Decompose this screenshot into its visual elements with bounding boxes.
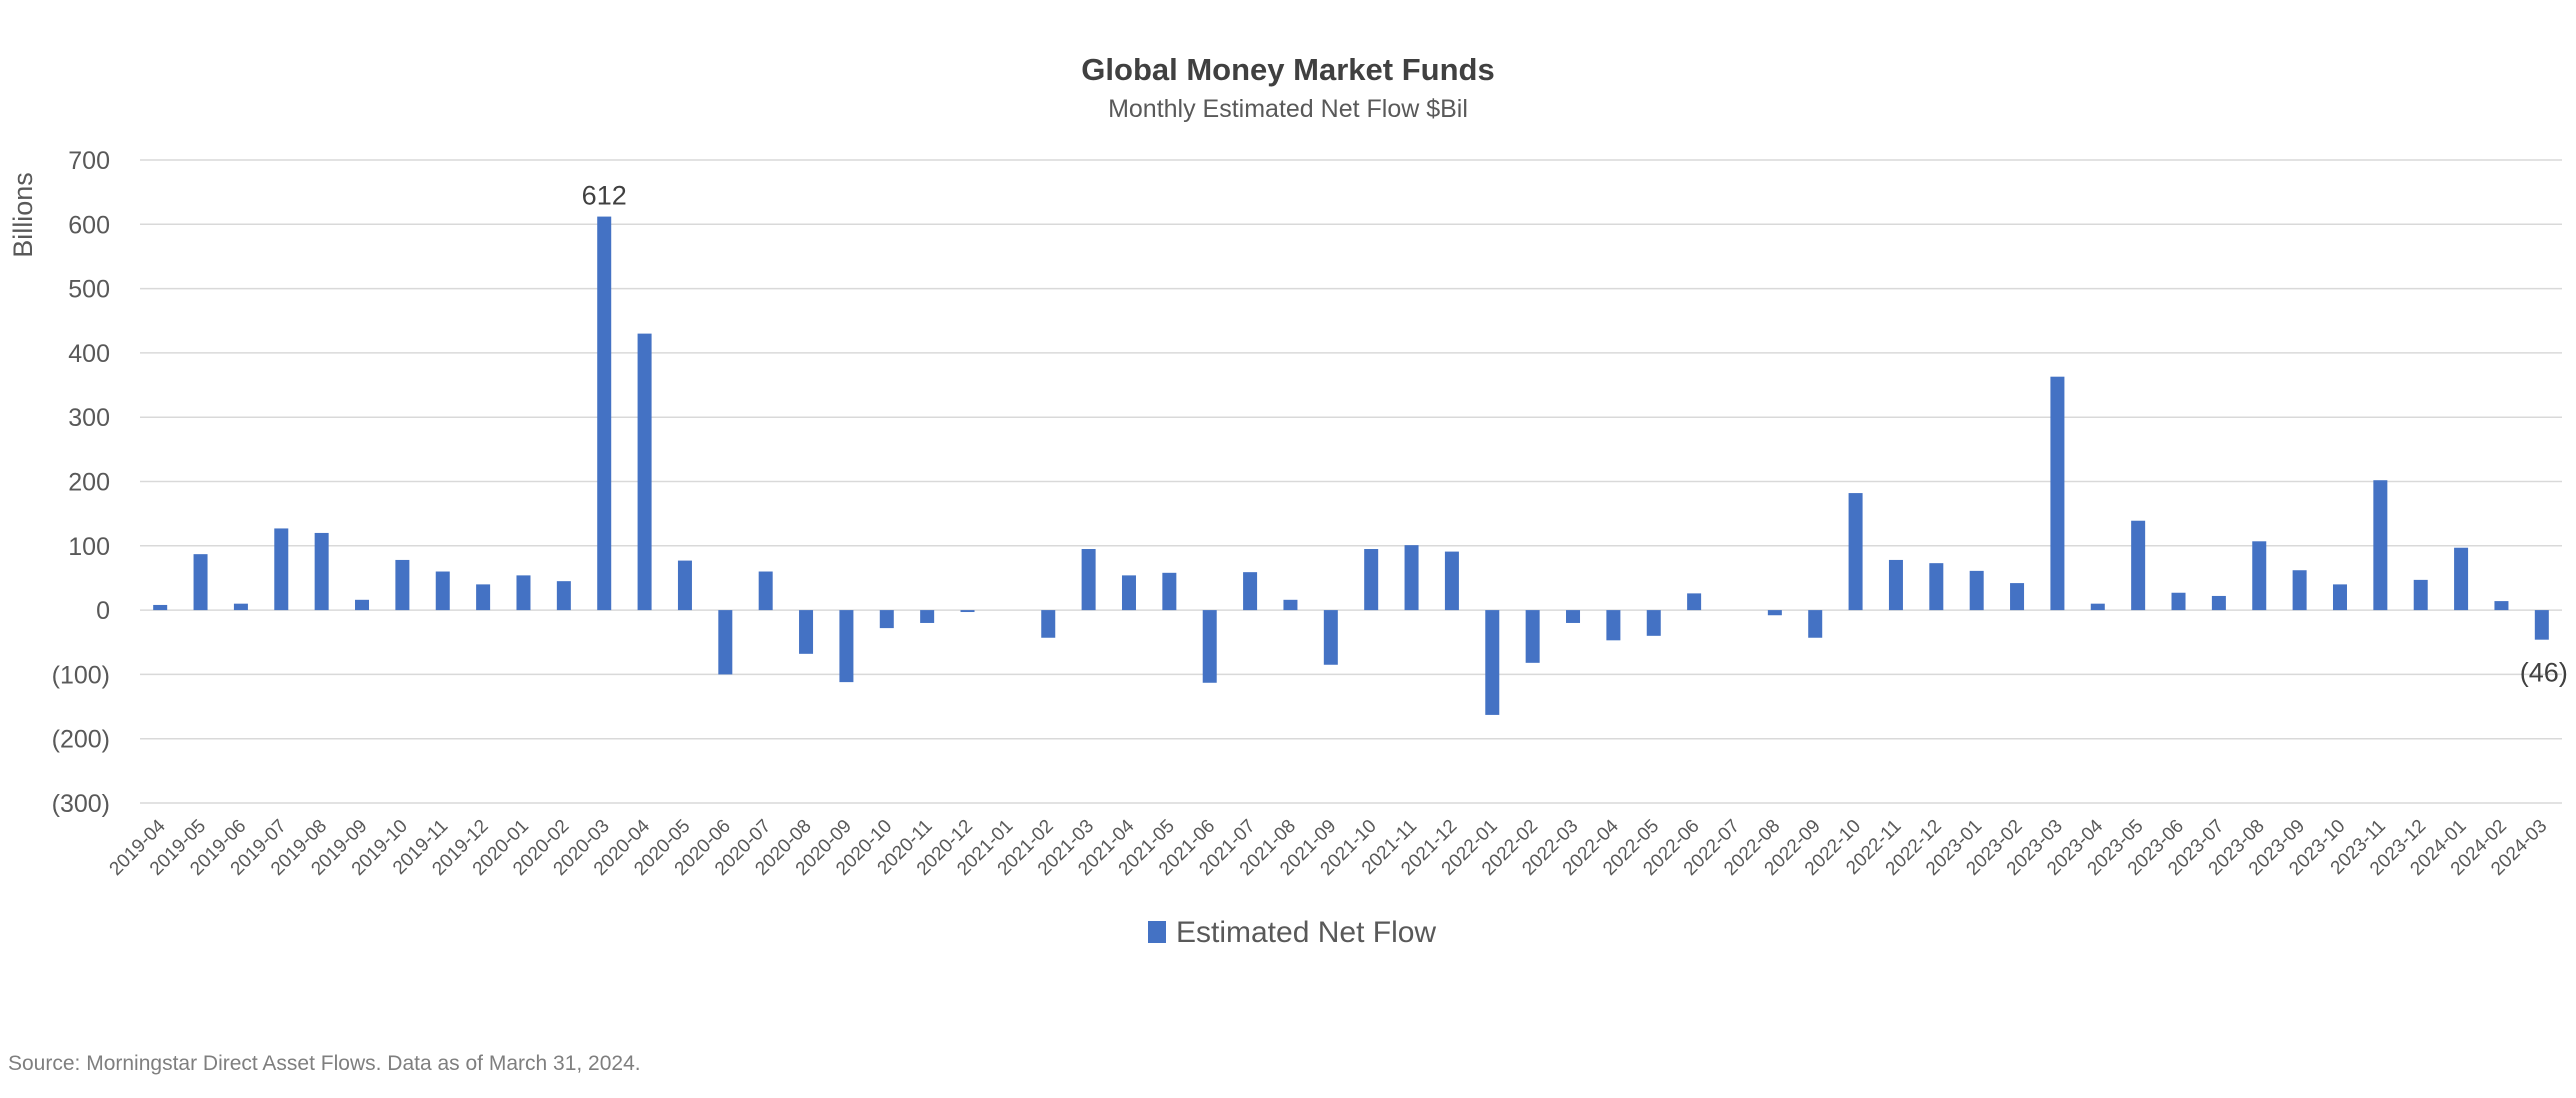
y-tick-label: 100 — [68, 533, 110, 561]
bar — [1243, 572, 1257, 610]
y-tick-label: (300) — [52, 790, 110, 818]
bar — [1526, 610, 1540, 663]
y-tick-label: (200) — [52, 726, 110, 754]
plot-area: 700 600 500 400 300 200 100 0 (100) (200) (300) Bil… — [0, 0, 2576, 1040]
bar — [1364, 549, 1378, 610]
bar — [2010, 583, 2024, 610]
y-tick-label: 300 — [68, 404, 110, 432]
bar — [638, 334, 652, 610]
bar — [355, 600, 369, 610]
bar — [1485, 610, 1499, 715]
bar — [1687, 593, 1701, 610]
y-tick-label: 700 — [68, 147, 110, 175]
y-tick-label: 600 — [68, 211, 110, 239]
bar — [759, 572, 773, 611]
bar — [1647, 610, 1661, 636]
bar — [2333, 584, 2347, 610]
bar — [1849, 493, 1863, 610]
bar — [194, 554, 208, 610]
y-tick-label: (100) — [52, 661, 110, 689]
bar — [557, 581, 571, 610]
bar — [395, 560, 409, 610]
bar — [1808, 610, 1822, 638]
bar — [920, 610, 934, 623]
bar — [1768, 610, 1782, 615]
bar — [1283, 600, 1297, 610]
bar — [1041, 610, 1055, 638]
bar — [1445, 552, 1459, 611]
bar — [2535, 610, 2549, 640]
bar — [597, 217, 611, 611]
bar — [234, 604, 248, 610]
bar — [516, 575, 530, 610]
data-label: 612 — [582, 181, 627, 211]
bar — [476, 584, 490, 610]
bar — [799, 610, 813, 654]
footnote: Source: Morningstar Direct Asset Flows. … — [8, 1052, 641, 1076]
y-tick-label: 400 — [68, 340, 110, 368]
bar — [2454, 548, 2468, 610]
y-axis-label: Billions — [8, 172, 38, 258]
y-tick-label: 0 — [96, 597, 110, 625]
bar — [1970, 571, 1984, 610]
bar — [1929, 563, 1943, 610]
bar — [2050, 377, 2064, 610]
bar — [1405, 545, 1419, 610]
legend-swatch — [1148, 921, 1166, 943]
bar — [678, 561, 692, 611]
data-label: (46) — [2520, 658, 2568, 688]
bar — [1889, 560, 1903, 610]
bar — [2414, 580, 2428, 610]
legend-label: Estimated Net Flow — [1176, 916, 1436, 949]
bar — [436, 572, 450, 611]
bar — [1122, 575, 1136, 610]
bar — [2494, 601, 2508, 610]
bar — [153, 605, 167, 610]
bar — [1606, 610, 1620, 640]
bar — [718, 610, 732, 674]
bar — [2373, 480, 2387, 610]
bar — [839, 610, 853, 682]
bar — [2252, 541, 2266, 610]
bar — [1203, 610, 1217, 683]
bar — [1324, 610, 1338, 665]
bar — [2212, 596, 2226, 610]
bar — [315, 533, 329, 610]
bar — [1566, 610, 1580, 623]
bar — [2091, 604, 2105, 610]
bar — [2131, 521, 2145, 610]
bar — [1082, 549, 1096, 610]
bar — [1162, 573, 1176, 610]
y-tick-label: 200 — [68, 469, 110, 497]
bar — [880, 610, 894, 628]
bar — [961, 610, 975, 612]
y-tick-label: 500 — [68, 276, 110, 304]
bar — [2172, 593, 2186, 610]
bar — [274, 528, 288, 610]
bar — [2293, 570, 2307, 610]
